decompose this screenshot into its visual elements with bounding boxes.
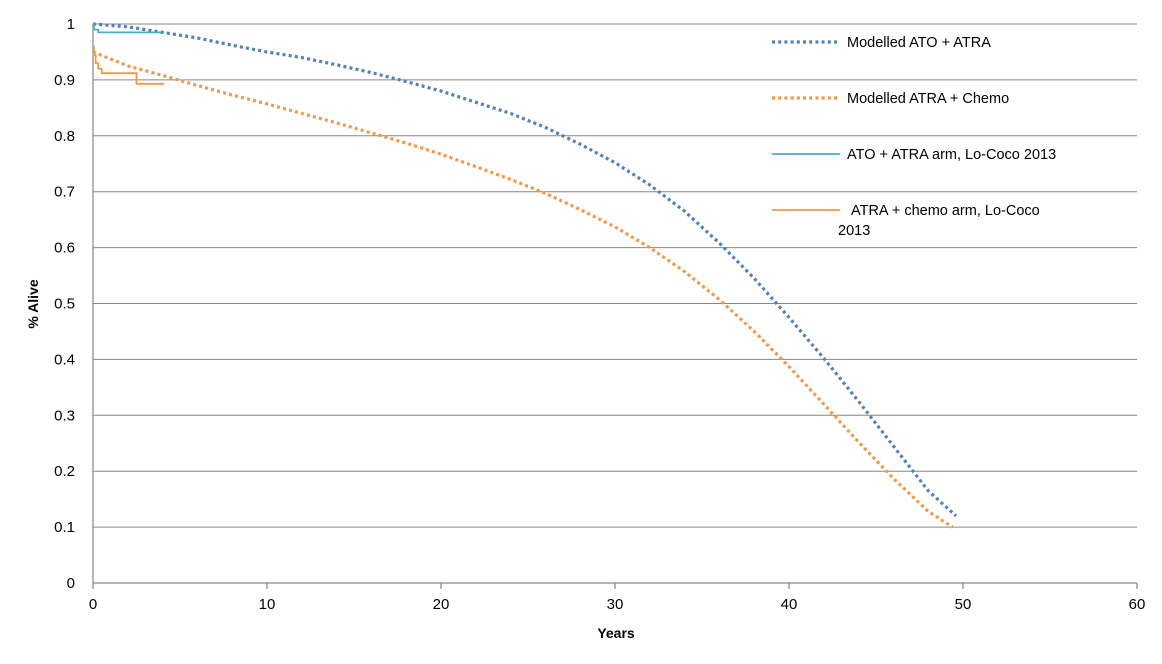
legend-label-2: Modelled ATRA + Chemo: [847, 91, 1009, 107]
legend-label-1: Modelled ATO + ATRA: [847, 35, 991, 51]
y-tick-label: 0.8: [54, 128, 75, 145]
y-tick-label: 1: [67, 16, 75, 33]
y-tick-label: 0.4: [54, 351, 75, 368]
legend-label-4: ATRA + chemo arm, Lo-Coco 2013: [838, 203, 1040, 239]
y-tick-label: 0.9: [54, 72, 75, 89]
x-axis-title: Years: [597, 625, 635, 641]
y-tick-label: 0.7: [54, 184, 75, 201]
series-line-1: [92, 22, 958, 518]
y-tick-label: 0.1: [54, 519, 75, 536]
y-tick-label: 0.5: [54, 296, 75, 313]
legend-label-3: ATO + ATRA arm, Lo-Coco 2013: [847, 147, 1056, 163]
x-tick-label: 30: [607, 596, 624, 613]
series-line-2: [92, 50, 954, 529]
x-tick-label: 50: [955, 596, 972, 613]
legend: Modelled ATO + ATRA Modelled ATRA + Chemo…: [772, 35, 1056, 239]
series-line-3: [92, 23, 161, 34]
gridlines: [93, 23, 1137, 528]
series-lines: [92, 22, 958, 529]
x-tick-label: 60: [1129, 596, 1146, 613]
axes: 00.10.20.30.40.50.60.70.80.910 10 20 30 40 50…: [54, 16, 1145, 613]
x-tick-label: 40: [781, 596, 798, 613]
x-tick-label: 0: [89, 596, 97, 613]
x-tick-label: 10: [259, 596, 276, 613]
series-line-4: [92, 45, 165, 85]
y-axis-title: % Alive: [25, 279, 41, 328]
y-tick-label: 0.2: [54, 463, 75, 480]
y-tick-label: 0.6: [54, 240, 75, 257]
y-tick-label: 0: [67, 575, 75, 592]
x-tick-label: 20: [433, 596, 450, 613]
y-tick-label: 0.3: [54, 407, 75, 424]
